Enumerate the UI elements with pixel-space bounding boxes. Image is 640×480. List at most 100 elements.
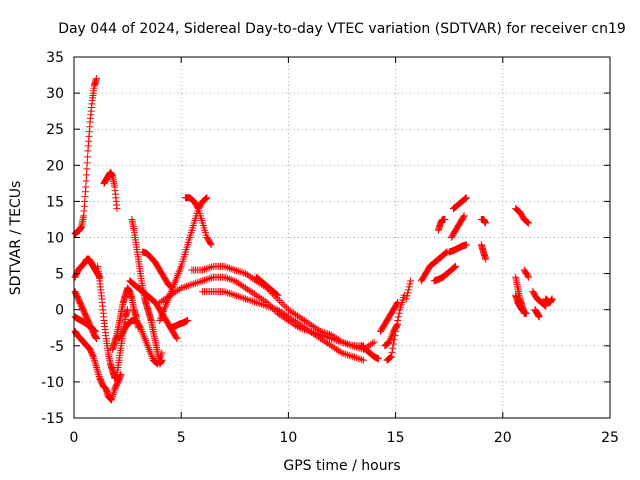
data-point [220,262,228,270]
data-point [333,335,341,343]
data-point [404,286,412,294]
data-point [403,292,411,300]
data-point [171,277,179,285]
series-arc-u [377,298,402,335]
data-point [86,345,94,353]
data-point [320,337,328,345]
data-point [275,297,283,305]
data-point [342,339,350,347]
data-point [176,266,184,274]
data-point [393,300,401,308]
data-point [284,306,292,314]
series-arc-am [542,295,556,306]
data-point [482,219,490,227]
data-point [181,283,189,291]
data-point [162,300,170,308]
data-point [199,277,207,285]
data-point [247,297,255,305]
data-point [179,283,187,291]
data-point [236,293,244,301]
series-arc-ak [529,288,550,310]
data-point [147,351,155,359]
data-point [288,315,296,323]
data-point [315,326,323,334]
data-point [540,301,548,309]
data-point [525,273,533,281]
data-point [188,280,196,288]
data-point [199,266,207,274]
data-point [240,269,248,277]
data-point [347,341,355,349]
data-point [293,312,301,320]
data-point [327,342,335,350]
data-point [89,351,97,359]
data-point [343,351,351,359]
data-point [393,320,401,328]
data-point [203,194,211,202]
data-point [224,289,232,297]
data-point [90,326,98,334]
data-point [84,153,92,161]
data-point [91,358,99,366]
data-point [340,350,348,358]
data-point [171,279,179,287]
data-point [146,347,154,355]
data-point [222,263,230,271]
data-point [392,324,400,332]
data-point [270,304,278,312]
data-point [161,302,169,310]
data-point [173,273,181,281]
y-tick-label: 5 [55,267,64,283]
data-point [358,356,366,364]
data-point [320,329,328,337]
series-arc-f [94,262,132,382]
data-point [250,290,258,298]
series-arc-ae [477,215,490,227]
data-point [229,276,237,284]
data-point [284,313,292,321]
data-point [142,338,150,346]
data-point [109,392,117,400]
data-point [224,264,232,272]
data-point [325,341,333,349]
data-point [193,279,201,287]
data-point [141,335,149,343]
y-tick-label: 35 [46,50,64,66]
data-point [277,298,285,306]
data-point [462,194,470,202]
data-point [242,295,250,303]
series-arc-z [430,262,460,285]
data-point [233,292,241,300]
data-point [183,282,191,290]
data-point [202,265,210,273]
data-point [254,292,262,300]
data-point [338,338,346,346]
data-point [524,218,532,226]
data-point [83,159,91,167]
data-point [256,294,264,302]
data-point [108,396,116,404]
x-tick-label: 15 [387,430,405,446]
data-point [186,281,194,289]
grid-lines [74,57,610,418]
data-point [338,349,346,357]
series-arc-y [417,248,451,285]
series-arc-q [188,262,378,353]
data-point [336,348,344,356]
data-point [165,292,173,300]
data-point [347,352,355,360]
chart-title: Day 044 of 2024, Sidereal Day-to-day VTE… [58,21,626,37]
x-tick-label: 20 [494,430,512,446]
data-point [136,324,144,332]
series-arc-k [139,248,177,292]
data-point [318,336,326,344]
data-point [242,284,250,292]
data-point [279,309,287,317]
data-point [283,312,291,320]
series-arc-o [166,317,192,332]
data-point [194,203,202,211]
data-point [145,345,153,353]
data-point [304,326,312,334]
data-point [208,274,216,282]
series-arc-e [71,313,99,335]
